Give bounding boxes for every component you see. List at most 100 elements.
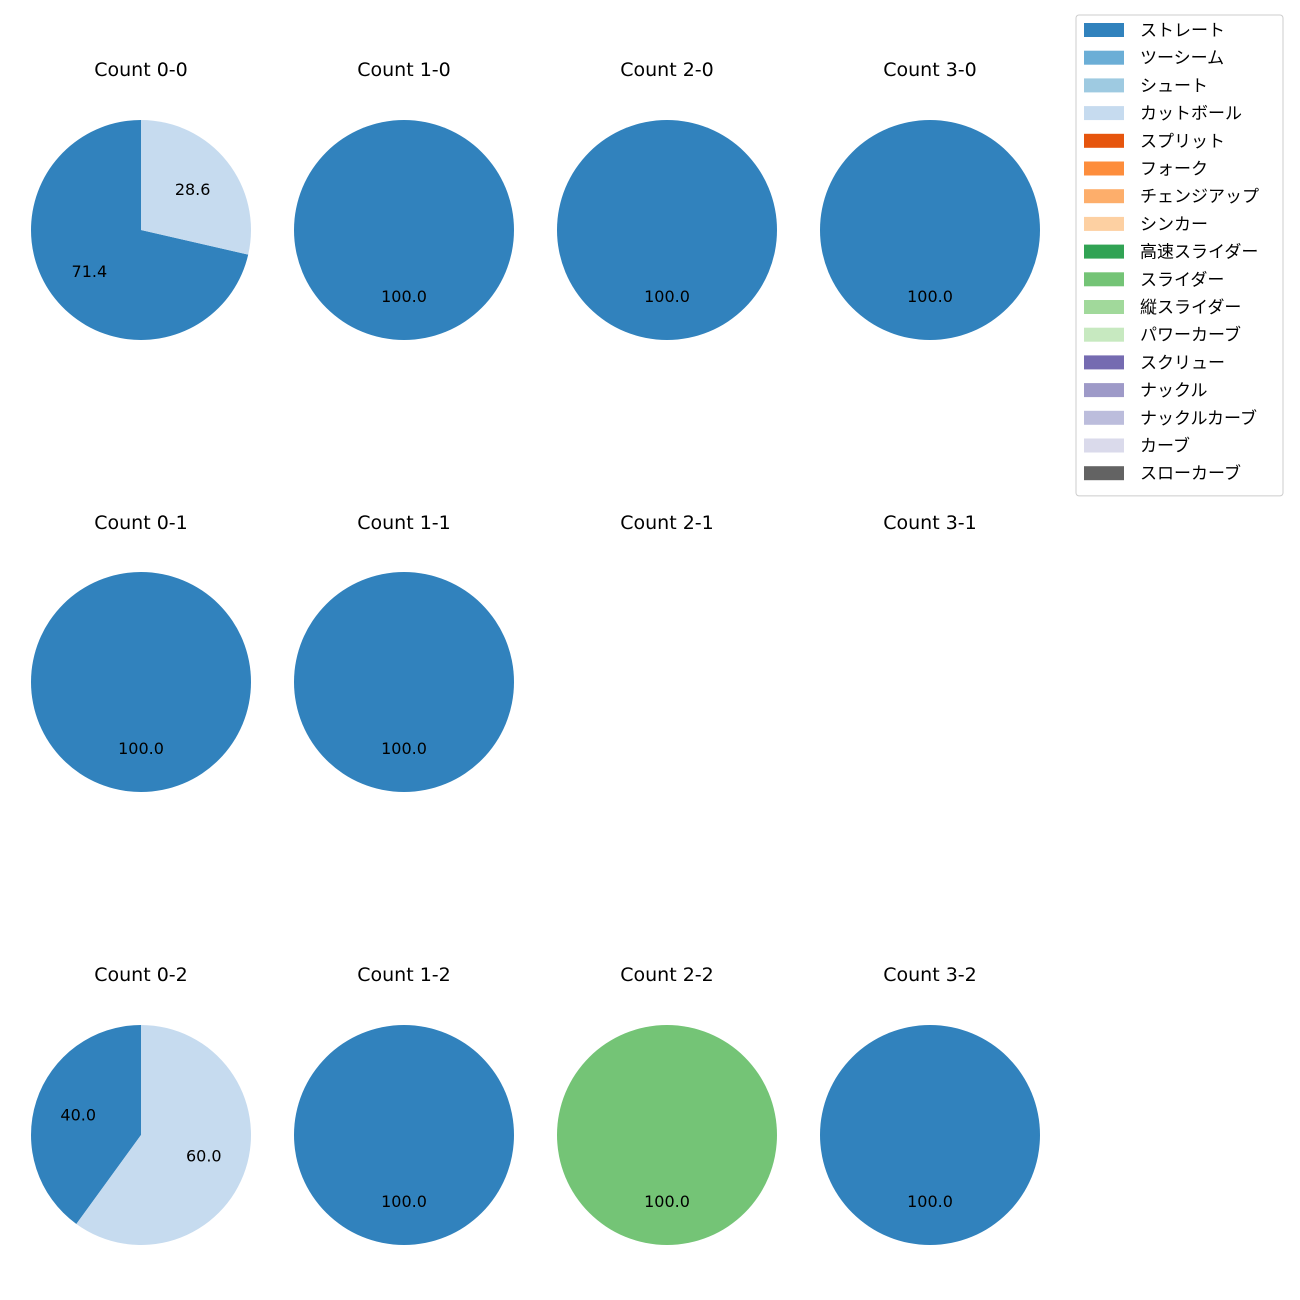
legend-label: ナックル: [1140, 381, 1208, 401]
pie-panel: Count 3-0 100.0: [820, 59, 1040, 340]
legend-entry: スローカーブ: [1084, 463, 1241, 484]
legend-label: スローカーブ: [1140, 463, 1241, 484]
legend-entry: シュート: [1084, 76, 1208, 96]
legend-label: チェンジアップ: [1140, 187, 1259, 207]
slice-label: 71.4: [72, 262, 108, 281]
pie-panel: Count 2-2 100.0: [557, 964, 777, 1245]
pie-slice: [820, 120, 1040, 340]
legend-swatch: [1084, 466, 1124, 481]
panel-title: Count 3-2: [883, 964, 977, 986]
pie-panel: Count 3-2 100.0: [820, 964, 1040, 1245]
legend-entry: スプリット: [1084, 132, 1225, 152]
panel-title: Count 1-0: [357, 59, 451, 81]
pie-panel: Count 0-2 40.0 60.0: [31, 964, 252, 1246]
legend-entry: ストレート: [1084, 21, 1225, 41]
legend-entry: シンカー: [1084, 215, 1208, 235]
pie-slice: [294, 572, 514, 792]
slice-label: 100.0: [907, 287, 953, 306]
pie-slice: [31, 1025, 142, 1224]
legend-entry: カットボール: [1084, 104, 1242, 124]
legend-swatch: [1084, 300, 1124, 314]
legend-label: ナックルカーブ: [1140, 408, 1257, 429]
legend-label: スクリュー: [1140, 353, 1225, 373]
legend-entry: スライダー: [1084, 270, 1224, 290]
pie-panel: Count 0-0 71.4 28.6: [30, 59, 251, 340]
legend-label: スプリット: [1140, 132, 1225, 152]
legend-swatch: [1084, 106, 1124, 121]
legend-label: フォーク: [1140, 160, 1208, 180]
pie-slice: [557, 120, 777, 340]
legend-entry: 高速スライダー: [1084, 243, 1258, 263]
legend-swatch: [1084, 161, 1124, 176]
legend-label: ツーシーム: [1140, 49, 1224, 69]
slice-label: 100.0: [381, 1192, 427, 1211]
legend-swatch: [1084, 244, 1124, 259]
slice-label: 40.0: [60, 1106, 96, 1125]
legend-swatch: [1084, 189, 1124, 204]
legend-entry: ナックル: [1084, 381, 1208, 401]
legend-swatch: [1084, 410, 1124, 425]
slice-label: 100.0: [381, 287, 427, 306]
legend-entry: チェンジアップ: [1084, 187, 1259, 207]
legend-label: 高速スライダー: [1140, 243, 1258, 263]
legend-swatch: [1084, 216, 1124, 231]
legend-label: パワーカーブ: [1140, 325, 1241, 346]
pie-slice: [31, 572, 251, 792]
panel-title: Count 1-1: [357, 512, 451, 534]
legend-swatch: [1084, 78, 1124, 93]
legend-swatch: [1084, 327, 1124, 342]
pie-panel: Count 0-1 100.0: [31, 512, 251, 792]
legend-entry: 縦スライダー: [1084, 298, 1241, 318]
pie-panel: Count 2-1: [620, 512, 714, 534]
pie-slice: [294, 120, 514, 340]
slice-label: 100.0: [907, 1192, 953, 1211]
panel-title: Count 2-1: [620, 512, 714, 534]
legend-label: シュート: [1140, 76, 1208, 96]
pie-panel: Count 1-2 100.0: [294, 964, 514, 1245]
legend-entry: スクリュー: [1084, 353, 1225, 373]
legend-label: 縦スライダー: [1140, 298, 1241, 318]
panel-title: Count 1-2: [357, 964, 451, 986]
legend-label: シンカー: [1140, 215, 1208, 235]
pie-slice: [141, 119, 251, 255]
legend-entry: パワーカーブ: [1084, 325, 1241, 346]
legend-swatch: [1084, 355, 1124, 370]
legend: ストレートツーシームシュートカットボールスプリットフォークチェンジアップシンカー…: [1075, 14, 1284, 497]
pie-panel: Count 1-0 100.0: [294, 59, 514, 340]
panel-title: Count 2-2: [620, 964, 714, 986]
panel-title: Count 0-1: [94, 512, 188, 534]
legend-label: カットボール: [1140, 104, 1242, 124]
pie-slice: [294, 1025, 514, 1245]
slice-label: 100.0: [644, 287, 690, 306]
pie-panel: Count 3-1: [883, 512, 977, 534]
panel-title: Count 2-0: [620, 59, 714, 81]
panel-title: Count 0-2: [94, 964, 188, 986]
slice-label: 60.0: [186, 1146, 222, 1165]
pie-panel: Count 1-1 100.0: [294, 512, 514, 792]
legend-swatch: [1084, 272, 1124, 287]
legend-label: ストレート: [1140, 21, 1225, 41]
slice-label: 100.0: [118, 739, 164, 758]
legend-swatch: [1084, 133, 1124, 148]
legend-entry: ナックルカーブ: [1084, 408, 1257, 429]
slice-label: 100.0: [381, 739, 427, 758]
panel-title: Count 0-0: [94, 59, 188, 81]
legend-entry: フォーク: [1084, 160, 1208, 180]
legend-swatch: [1084, 23, 1124, 37]
slice-label: 100.0: [644, 1192, 690, 1211]
panel-title: Count 3-1: [883, 512, 977, 534]
pie-panel: Count 2-0 100.0: [557, 59, 777, 340]
legend-label: スライダー: [1140, 270, 1224, 290]
legend-entry: ツーシーム: [1084, 49, 1224, 69]
pie-slice: [30, 120, 249, 340]
legend-swatch: [1084, 383, 1124, 398]
legend-entry: カーブ: [1084, 436, 1190, 457]
pie-slice: [557, 1025, 777, 1245]
legend-label: カーブ: [1140, 436, 1190, 457]
slice-label: 28.6: [175, 180, 211, 199]
pie-slice: [820, 1025, 1040, 1245]
legend-swatch: [1084, 50, 1124, 65]
panel-title: Count 3-0: [883, 59, 977, 81]
